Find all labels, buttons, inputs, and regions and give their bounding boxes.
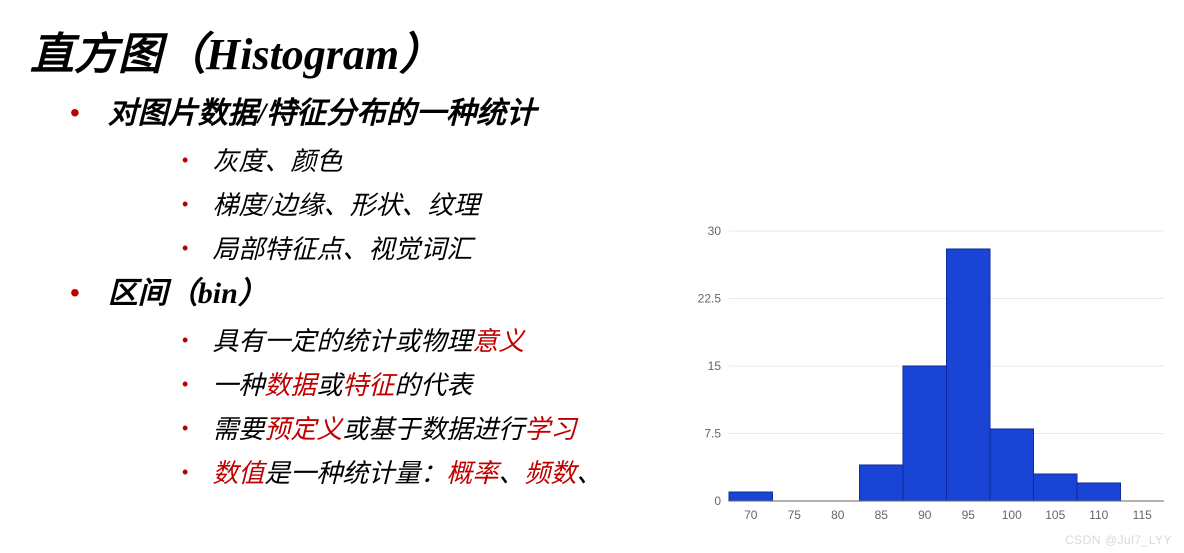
bullet-icon: • — [182, 454, 188, 490]
svg-text:90: 90 — [918, 508, 932, 522]
bullet-icon: • — [182, 322, 188, 358]
histogram-chart: 0 7.5 15 22.5 30 70 75 80 85 90 95 100 105 110 115 — [679, 221, 1174, 531]
section-heading-text: 区间（bin） — [108, 274, 268, 314]
section-heading-text: 对图片数据/特征分布的一种统计 — [108, 94, 536, 134]
svg-text:30: 30 — [708, 224, 722, 238]
page-title: 直方图（Histogram） — [0, 0, 1184, 82]
section-heading: • 对图片数据/特征分布的一种统计 — [70, 94, 1184, 134]
list-item-text: 局部特征点、视觉词汇 — [212, 230, 472, 270]
list-item-text: 一种数据或特征的代表 — [212, 366, 472, 406]
bullet-icon: • — [182, 410, 188, 446]
svg-text:100: 100 — [1002, 508, 1022, 522]
svg-text:105: 105 — [1045, 508, 1065, 522]
bullet-icon: • — [182, 186, 188, 222]
bullet-icon: • — [70, 274, 80, 312]
svg-text:15: 15 — [708, 359, 722, 373]
svg-text:110: 110 — [1089, 508, 1108, 522]
bullet-icon: • — [182, 230, 188, 266]
bullet-icon: • — [182, 366, 188, 402]
list-item-text: 梯度/边缘、形状、纹理 — [212, 186, 479, 226]
list-item-text: 具有一定的统计或物理意义 — [212, 322, 524, 362]
histogram-bar — [1077, 483, 1121, 501]
histogram-bar — [1034, 474, 1078, 501]
histogram-bar — [947, 249, 991, 501]
svg-text:0: 0 — [714, 494, 721, 508]
svg-text:95: 95 — [962, 508, 976, 522]
svg-text:22.5: 22.5 — [698, 292, 722, 306]
svg-text:115: 115 — [1133, 508, 1152, 522]
histogram-bar — [990, 429, 1034, 501]
bullet-icon: • — [182, 142, 188, 178]
list-item: • 梯度/边缘、形状、纹理 — [182, 186, 1184, 226]
list-item-text: 数值是一种统计量：概率、频数、 — [212, 454, 602, 494]
svg-text:75: 75 — [788, 508, 802, 522]
svg-text:85: 85 — [875, 508, 889, 522]
svg-text:7.5: 7.5 — [704, 427, 721, 441]
histogram-bar — [903, 366, 947, 501]
list-item-text: 灰度、颜色 — [212, 142, 342, 182]
list-item-text: 需要预定义或基于数据进行学习 — [212, 410, 576, 450]
svg-text:80: 80 — [831, 508, 845, 522]
cursor-icon: ↖ — [288, 92, 305, 117]
svg-text:70: 70 — [744, 508, 758, 522]
bullet-icon: • — [70, 94, 80, 132]
histogram-bar — [729, 492, 773, 501]
list-item: • 灰度、颜色 — [182, 142, 1184, 182]
watermark-text: CSDN @Jul7_LYY — [1065, 533, 1172, 547]
histogram-bar — [860, 465, 904, 501]
